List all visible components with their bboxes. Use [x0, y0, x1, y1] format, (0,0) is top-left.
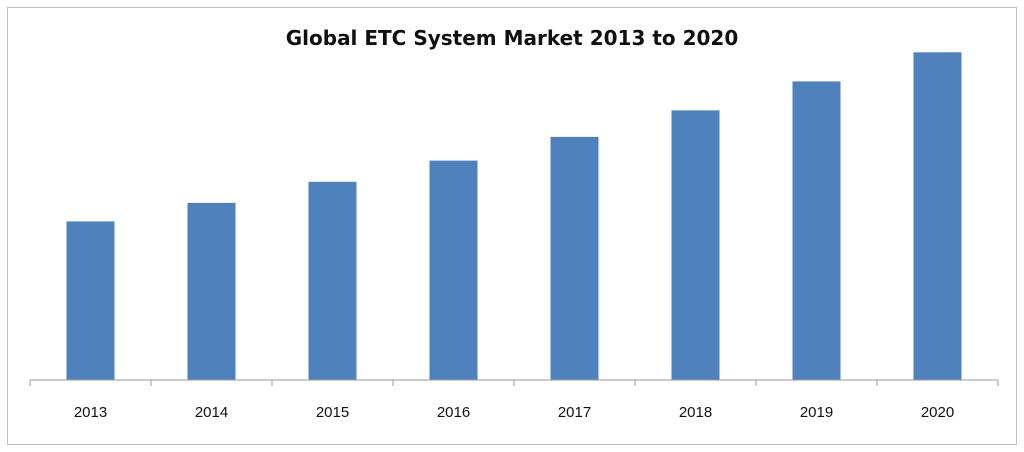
bar-2016	[429, 160, 478, 380]
bar-2019	[792, 81, 841, 381]
x-axis-ticks	[29, 380, 999, 386]
chart-frame	[7, 7, 1017, 445]
x-tick-label-2020: 2020	[921, 404, 954, 421]
bar-2018	[671, 110, 720, 381]
x-tick-label-2014: 2014	[195, 404, 228, 421]
bar-2013	[66, 221, 115, 380]
x-tick-label-2016: 2016	[437, 404, 470, 421]
x-axis-tick-labels: 2013 2014 2015 2016 2017 2018 2019 2020	[74, 404, 954, 421]
x-tick-label-2013: 2013	[74, 404, 107, 421]
bar-2020	[913, 52, 962, 381]
chart-title: Global ETC System Market 2013 to 2020	[285, 26, 739, 50]
x-tick-label-2018: 2018	[679, 404, 712, 421]
bar-2015	[308, 181, 357, 380]
x-tick-label-2019: 2019	[800, 404, 833, 421]
bar-series	[66, 52, 962, 381]
bar-2014	[187, 202, 236, 380]
x-tick-label-2015: 2015	[316, 404, 349, 421]
x-tick-label-2017: 2017	[558, 404, 591, 421]
bar-2017	[550, 136, 599, 380]
